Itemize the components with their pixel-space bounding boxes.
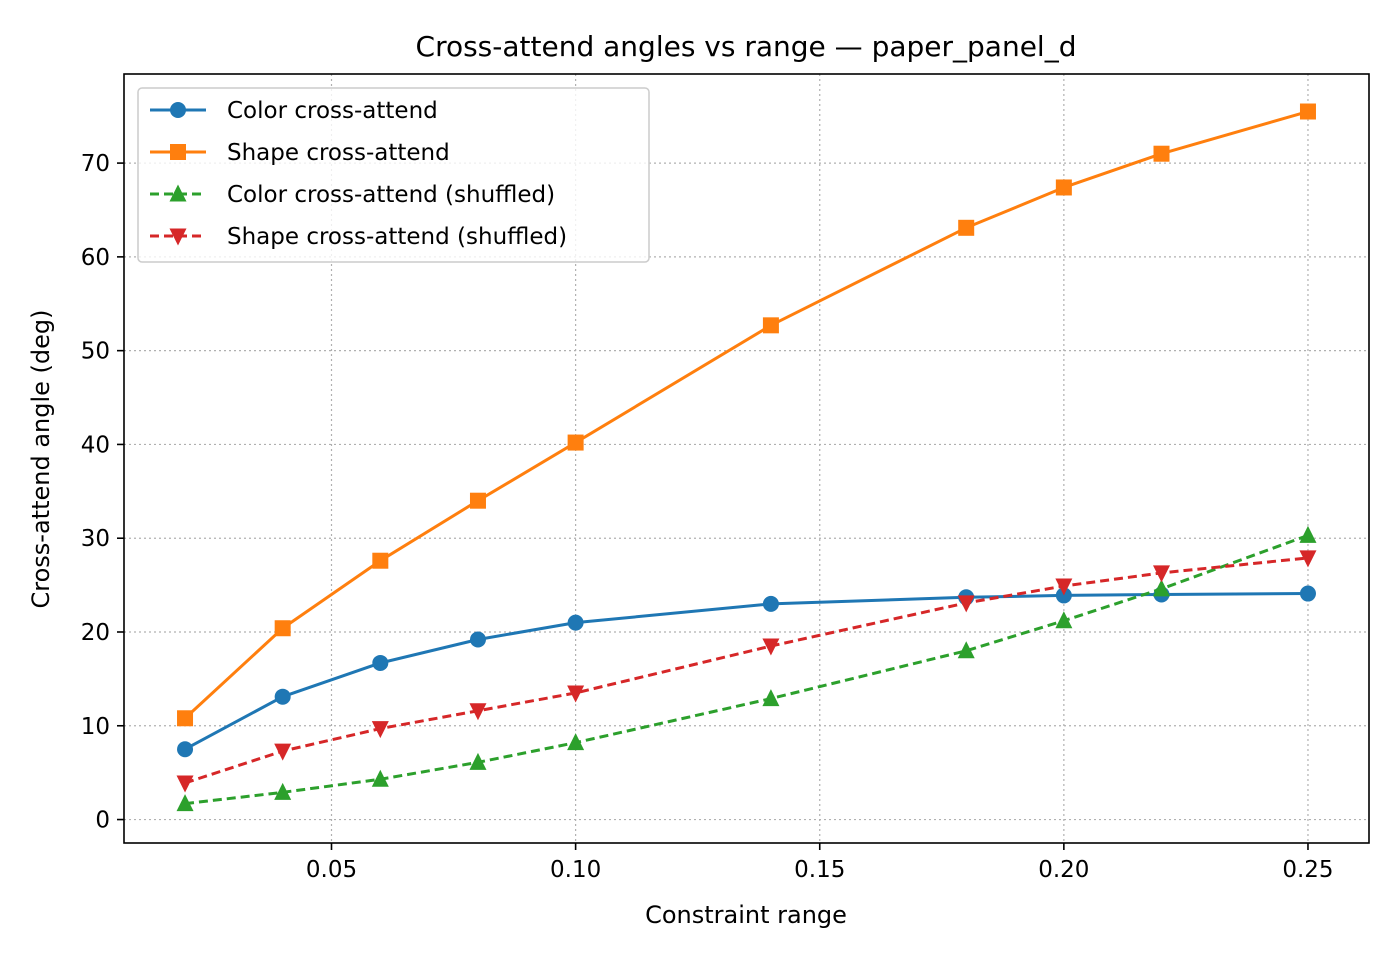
- series-group: [177, 103, 1316, 727]
- data-point-marker: [567, 685, 585, 703]
- legend: Color cross-attend Shape cross-attend Colo…: [137, 87, 650, 263]
- x-tick-label: 0.05: [306, 857, 357, 883]
- data-point-marker: [469, 752, 487, 770]
- data-point-marker: [1055, 611, 1073, 629]
- x-tick-label: 0.25: [1282, 857, 1333, 883]
- data-point-marker: [469, 492, 486, 509]
- y-tick-label: 40: [81, 432, 110, 458]
- data-point-marker: [1299, 103, 1316, 120]
- data-point-marker: [170, 102, 186, 118]
- data-point-marker: [762, 689, 780, 707]
- y-tick-label: 70: [81, 151, 110, 177]
- data-point-marker: [1299, 525, 1317, 543]
- plot-frame: [123, 73, 1370, 844]
- legend-box: [137, 87, 650, 263]
- data-point-marker: [274, 782, 292, 800]
- data-point-marker: [958, 219, 975, 236]
- data-point-marker: [371, 721, 389, 739]
- data-point-marker: [274, 620, 291, 637]
- data-point-marker: [469, 703, 487, 721]
- y-tick-label: 30: [81, 526, 110, 552]
- series-line: [184, 533, 1309, 806]
- data-point-marker: [567, 733, 585, 751]
- data-point-marker: [372, 654, 389, 671]
- legend-item: Color cross-attend (shuffled): [150, 182, 555, 208]
- data-point-marker: [957, 641, 975, 659]
- data-point-marker: [274, 743, 292, 761]
- data-point-marker: [1153, 145, 1170, 162]
- x-axis-label: Constraint range: [645, 901, 847, 929]
- data-point-marker: [762, 595, 779, 612]
- x-tick-label: 0.15: [794, 857, 845, 883]
- y-tick-label: 50: [81, 339, 110, 365]
- data-point-marker: [177, 710, 194, 727]
- series-group: [176, 525, 1317, 812]
- data-point-marker: [567, 614, 584, 631]
- legend-item: Shape cross-attend: [150, 140, 450, 166]
- data-point-marker: [371, 769, 389, 787]
- data-point-marker: [169, 184, 187, 202]
- data-point-marker: [1299, 550, 1317, 568]
- legend-item: Shape cross-attend (shuffled): [150, 224, 567, 250]
- data-point-marker: [1055, 578, 1073, 596]
- data-point-marker: [1299, 585, 1316, 602]
- data-point-marker: [1153, 565, 1170, 583]
- series-group: [177, 585, 1316, 758]
- data-point-marker: [372, 552, 389, 569]
- legend-label: Color cross-attend (shuffled): [227, 182, 555, 208]
- y-tick-label: 10: [81, 714, 110, 740]
- data-point-marker: [1055, 179, 1072, 196]
- series-line: [184, 556, 1309, 785]
- chart-title: Cross-attend angles vs range — paper_pan…: [416, 30, 1077, 63]
- data-point-marker: [176, 794, 194, 812]
- y-axis-label: Cross-attend angle (deg): [27, 310, 55, 609]
- data-point-marker: [762, 638, 780, 656]
- series-line: [184, 592, 1308, 751]
- legend-label: Shape cross-attend (shuffled): [227, 224, 567, 250]
- data-point-marker: [170, 144, 186, 160]
- legend-item: Color cross-attend: [150, 98, 438, 124]
- series-group: [176, 550, 1317, 793]
- data-point-marker: [177, 741, 194, 758]
- data-point-marker: [169, 228, 187, 246]
- x-tick-label: 0.10: [550, 857, 601, 883]
- data-point-marker: [762, 317, 779, 334]
- legend-label: Color cross-attend: [227, 98, 438, 124]
- data-point-marker: [469, 631, 486, 648]
- y-tick-label: 20: [81, 620, 110, 646]
- data-point-marker: [957, 595, 975, 613]
- data-point-marker: [1153, 579, 1170, 597]
- data-point-marker: [274, 688, 291, 705]
- y-tick-label: 0: [95, 808, 110, 834]
- data-point-marker: [567, 434, 584, 451]
- legend-label: Shape cross-attend: [227, 140, 450, 166]
- y-tick-label: 60: [81, 245, 110, 271]
- data-point-marker: [176, 775, 194, 793]
- x-tick-label: 0.20: [1038, 857, 1089, 883]
- series-line: [184, 110, 1309, 720]
